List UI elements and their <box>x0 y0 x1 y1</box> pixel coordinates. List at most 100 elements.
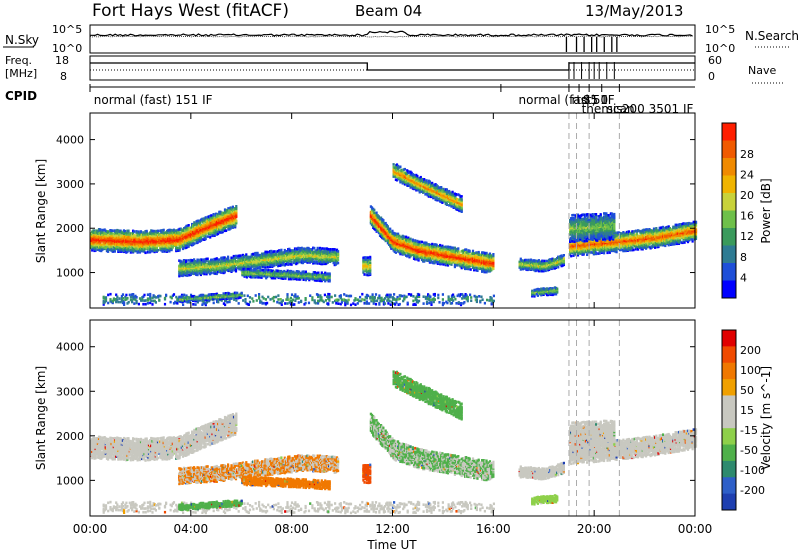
power-cell <box>142 231 144 234</box>
power-cell <box>291 263 293 266</box>
power-cell <box>127 230 129 233</box>
power-cell <box>176 247 178 250</box>
freq-series <box>90 62 695 79</box>
power-cell <box>296 278 298 281</box>
power-cell <box>188 224 190 227</box>
power-cell <box>337 259 339 262</box>
power-cell <box>363 273 365 276</box>
date-label: 13/May/2013 <box>585 2 683 20</box>
power-cell <box>476 269 478 272</box>
power-cell <box>416 175 418 178</box>
power-cell <box>227 256 229 259</box>
power-cell <box>280 249 282 252</box>
power-cell <box>492 253 494 256</box>
power-cell <box>321 271 323 274</box>
power-cell <box>182 229 184 232</box>
power-cell <box>186 270 188 273</box>
power-cell <box>469 250 471 253</box>
power-cell <box>291 261 293 264</box>
freq-tick-top: 18 <box>55 54 69 67</box>
power-cell <box>267 266 269 269</box>
power-cell <box>232 206 234 209</box>
power-cell <box>207 235 209 238</box>
power-cell <box>329 248 331 251</box>
power-cell <box>250 268 252 271</box>
power-cell <box>423 259 425 262</box>
power-cell <box>478 251 480 254</box>
power-cell <box>235 219 237 222</box>
power-cell <box>373 212 375 215</box>
cpid-program-label: normal (fast) 151 IF <box>94 93 213 107</box>
beam-label: Beam 04 <box>355 2 422 20</box>
power-cell <box>412 239 414 242</box>
power-cell <box>99 228 101 231</box>
power-cell <box>125 232 127 235</box>
power-heatmap <box>90 113 697 308</box>
freq-tick-bottom: 8 <box>60 70 67 83</box>
power-cell <box>337 262 339 265</box>
power-cell <box>404 168 406 171</box>
power-cell <box>369 256 371 259</box>
freq-panel-frame <box>90 56 695 80</box>
power-cell <box>472 250 474 253</box>
power-cell <box>133 230 135 233</box>
power-cell <box>240 254 242 257</box>
power-cell <box>436 244 438 247</box>
power-cell <box>321 247 323 250</box>
power-cell <box>285 263 287 266</box>
plot-title: Fort Hays West (fitACF) <box>92 1 289 21</box>
power-cell <box>157 230 159 233</box>
power-cell <box>337 252 339 255</box>
power-cell <box>259 266 261 269</box>
power-cell <box>465 248 467 251</box>
power-cell <box>369 261 371 264</box>
power-cell <box>257 252 259 255</box>
power-cell <box>327 248 329 251</box>
power-cell <box>235 255 237 258</box>
power-cell <box>146 230 148 233</box>
power-cell <box>299 261 301 264</box>
power-cell <box>387 225 389 228</box>
power-cell <box>235 205 237 208</box>
power-cell <box>431 243 433 246</box>
power-cell <box>265 269 267 272</box>
power-cell <box>492 257 494 260</box>
power-cell <box>196 274 198 277</box>
cpid-program-labels: normal (fast) 151 IF normal (fast) 1rtdS5… <box>90 84 694 116</box>
power-cell <box>395 251 397 254</box>
power-cell <box>337 250 339 253</box>
power-cell <box>213 213 215 216</box>
nsky-line <box>90 31 693 36</box>
power-cell <box>112 229 114 232</box>
power-cell <box>376 212 378 215</box>
power-cell <box>367 259 369 262</box>
nsearch-line <box>90 36 693 37</box>
power-cell <box>389 228 391 231</box>
freq-line <box>90 63 695 70</box>
power-cell <box>267 269 269 272</box>
power-cell <box>185 259 187 262</box>
power-cell <box>367 256 369 259</box>
power-cell <box>144 252 146 255</box>
power-cell <box>210 214 212 217</box>
cpid-program-label: 200 3501 IF <box>622 102 694 116</box>
power-cell <box>163 229 165 232</box>
power-cell <box>373 209 375 212</box>
power-cell <box>334 248 336 251</box>
power-cell <box>283 270 285 273</box>
power-cell <box>207 258 209 261</box>
power-cell <box>458 251 460 254</box>
power-cell <box>313 247 315 250</box>
radar-summary-plot: Fort Hays West (fitACF) Beam 04 13/May/2… <box>0 0 800 554</box>
power-cell <box>245 268 247 271</box>
power-cell <box>187 259 189 262</box>
power-cell <box>205 216 207 219</box>
power-cell <box>437 247 439 250</box>
power-cell <box>107 230 109 233</box>
power-cell <box>399 166 401 169</box>
power-cell <box>274 250 276 253</box>
power-cell <box>140 230 142 233</box>
power-cell <box>116 246 118 249</box>
power-cell <box>317 247 319 250</box>
power-cell <box>225 229 227 232</box>
